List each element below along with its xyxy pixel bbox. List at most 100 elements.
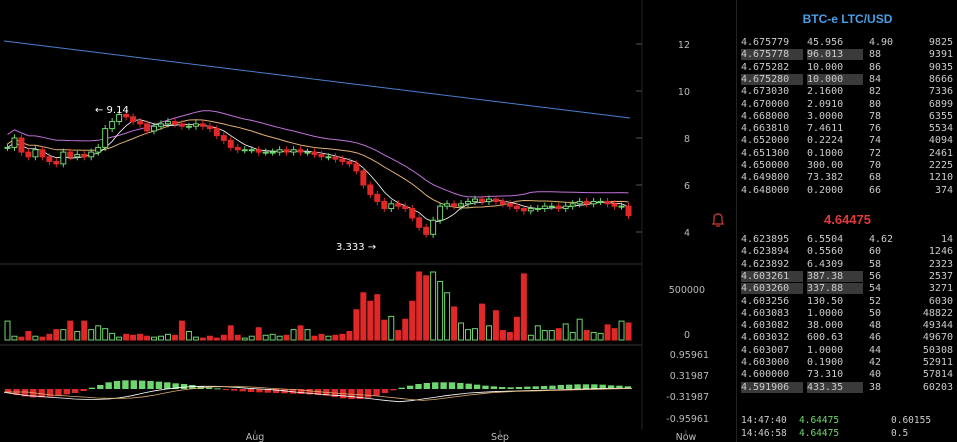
volume-bar [234, 334, 241, 341]
candle-body [590, 200, 597, 205]
macd-bar [540, 385, 548, 389]
volume-bar [95, 325, 102, 341]
candle-body [81, 153, 88, 158]
volume-bar [60, 329, 67, 341]
volume-bar [130, 334, 137, 341]
candle-body [576, 200, 583, 205]
amount-cell: 3.0000 [807, 110, 844, 122]
price-cell: 4.650000 [741, 160, 790, 171]
candle-body [416, 217, 423, 228]
bid-row[interactable]: 4.623894 0.5560 60 1246 [741, 246, 955, 258]
ask-row[interactable]: 4.652000 0.2224 74 4094 [741, 135, 955, 147]
ask-row[interactable]: 4.675778 96.013 88 9391 [741, 49, 955, 61]
price-cell: 4.623894 [741, 246, 790, 258]
bid-row[interactable]: 4.603007 1.0000 44 50308 [741, 345, 955, 357]
candle-body [395, 203, 402, 207]
bid-row[interactable]: 4.603260 337.88 54 3271 [741, 283, 955, 295]
candle-body [220, 135, 227, 141]
total-cell: 49670 [922, 332, 953, 344]
price-cell: 4.675280 [741, 73, 803, 85]
volume-bar [11, 335, 18, 341]
ask-row[interactable]: 4.673030 2.1600 82 7336 [741, 86, 955, 98]
bid-row[interactable]: 4.591906 433.35 38 60203 [741, 381, 955, 394]
macd-bar [365, 389, 372, 398]
volume-bar [88, 329, 95, 341]
ask-row[interactable]: 4.663810 7.4611 76 5534 [741, 123, 955, 135]
macd-bar [423, 382, 431, 389]
volume-bar [367, 300, 374, 341]
bid-row[interactable]: 4.623895 6.5504 4.62 14 [741, 234, 955, 246]
bid-row[interactable]: 4.603032 600.63 46 49670 [741, 332, 955, 344]
ask-row[interactable]: 4.649800 73.382 68 1210 [741, 172, 955, 184]
ask-row[interactable]: 4.675282 10.000 86 9035 [741, 62, 955, 74]
depth-cell: 74 [869, 135, 882, 147]
price-cell: 4.652000 [741, 135, 790, 147]
candle-body [60, 151, 67, 165]
volume-bar [527, 334, 534, 341]
candle-body [158, 123, 164, 127]
volume-bar [388, 315, 395, 341]
bid-row[interactable]: 4.603000 0.1900 42 52911 [741, 357, 955, 369]
bid-row[interactable]: 4.603256 130.50 52 6030 [741, 296, 955, 308]
candle-body [325, 156, 332, 159]
candle-body [248, 149, 255, 152]
candle-body [151, 125, 158, 132]
volume-bar [151, 336, 158, 341]
price-cell: 4.623892 [741, 258, 790, 270]
volume-bar [555, 328, 562, 341]
macd-bar [21, 389, 29, 397]
candle-body [492, 198, 499, 202]
volume-bar [18, 336, 25, 341]
bid-row[interactable]: 4.600000 73.310 40 57814 [741, 369, 955, 381]
candle-body [262, 151, 269, 154]
macd-bar [532, 386, 539, 389]
price-chart[interactable]: 12 10 8 6 4 500000 0 0.95961 0.31987 -0.31987 -0.9… [0, 0, 736, 442]
bid-row[interactable]: 4.603082 38.000 48 49344 [741, 320, 955, 332]
ask-row[interactable]: 4.650000 300.00 70 2225 [741, 160, 955, 172]
macd-bar [582, 384, 590, 389]
volume-bar [332, 334, 339, 341]
volume-bar [304, 329, 311, 341]
macd-bar [515, 386, 523, 389]
volume-bars [4, 271, 632, 341]
candle-body [116, 114, 123, 123]
candle-body [360, 170, 367, 186]
amount-cell: 300.00 [807, 160, 844, 171]
macd-bar [457, 382, 464, 389]
total-cell: 374 [934, 184, 953, 196]
trade-amount: 0.60155 [891, 415, 932, 426]
ask-row[interactable]: 4.651300 0.1000 72 2461 [741, 148, 955, 160]
candle-body [67, 151, 74, 158]
price-cell: 4.675778 [741, 49, 803, 61]
total-cell: 7336 [928, 86, 953, 98]
macd-bar [373, 389, 380, 396]
macd-bar [482, 385, 489, 389]
trade-amount: 0.5 [891, 428, 909, 439]
amount-cell: 6.5504 [807, 234, 844, 245]
macd-bar [180, 383, 188, 389]
volume-bar [416, 271, 423, 341]
candle-body [318, 153, 325, 158]
bid-row[interactable]: 4.603083 1.0000 50 48822 [741, 308, 955, 320]
volume-bar [534, 325, 541, 341]
depth-cell: 70 [869, 160, 882, 171]
volume-bar [255, 327, 262, 341]
bell-icon[interactable] [712, 213, 724, 227]
ask-row[interactable]: 4.675280 10.000 84 8666 [741, 73, 955, 86]
depth-cell: 60 [869, 246, 882, 258]
volume-bar [297, 325, 304, 341]
ask-row[interactable]: 4.668000 3.0000 78 6355 [741, 111, 955, 123]
total-cell: 6030 [928, 295, 953, 307]
volume-bar [248, 335, 255, 341]
volume-bar [53, 329, 60, 341]
ask-row[interactable]: 4.648000 0.2000 66 374 [741, 185, 955, 197]
bid-row[interactable]: 4.603261 387.38 56 2537 [741, 270, 955, 283]
ask-row[interactable]: 4.670000 2.0910 80 6899 [741, 99, 955, 111]
macd-bar [55, 389, 62, 396]
bid-row[interactable]: 4.623892 6.4309 58 2323 [741, 259, 955, 271]
total-cell: 2323 [928, 258, 953, 270]
price-cell: 4.670000 [741, 98, 790, 110]
ask-row[interactable]: 4.675779 45.956 4.90 9825 [741, 37, 955, 49]
price-cell: 4.600000 [741, 369, 790, 381]
candle-body [353, 163, 360, 172]
